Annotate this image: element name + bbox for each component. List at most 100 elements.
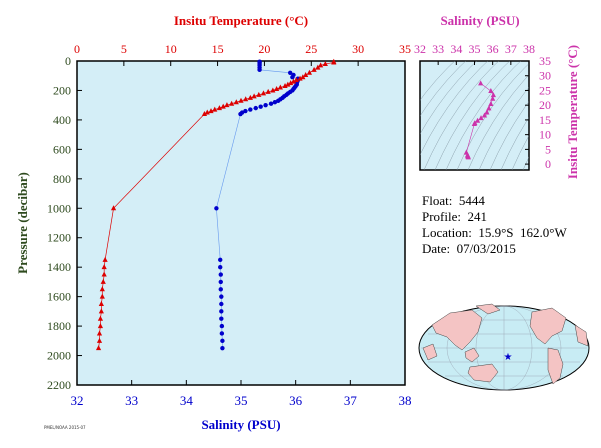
location-label: Location: [422,225,472,240]
salinity-point [243,108,248,114]
pressure-tick-label: 2000 [47,349,71,363]
temperature-point [306,69,313,75]
ts-temperature-tick-label: 35 [539,54,551,68]
salinity-axis-title: Salinity (PSU) [201,417,280,432]
temperature-point [97,323,104,329]
salinity-point [219,316,224,321]
salinity-point [258,104,263,109]
ts-temperature-tick-label: 30 [539,69,551,83]
density-contour [489,101,529,170]
ts-temperature-tick-label: 5 [545,142,551,156]
temperature-point [274,85,280,91]
info-location: Location: 15.9°S 162.0°W [422,225,567,241]
footer-credit: PMEL/NOAA 2015-07 [44,425,86,430]
salinity-point [218,257,223,263]
density-contour [423,61,499,170]
ts-temperature-tick-label: 20 [539,98,551,112]
temperature-point [318,62,324,68]
world-map: ★ [418,303,590,391]
pressure-tick-label: 400 [53,113,71,127]
temperature-point [98,308,104,314]
temperature-point [265,88,271,94]
salinity-point [218,279,223,285]
salinity-point [220,345,225,351]
temperature-tick-label: 35 [399,42,411,56]
temperature-point [277,84,283,90]
salinity-point [219,301,224,307]
date-label: Date: [422,241,451,256]
pressure-tick-label: 800 [53,172,71,186]
salinity-point [218,264,223,270]
info-profile: Profile: 241 [422,209,487,225]
temperature-point [297,75,303,81]
temperature-tick-label: 20 [258,42,270,56]
salinity-point [218,287,223,292]
ts-diagram-area [419,60,530,171]
salinity-point [219,323,225,329]
salinity-point [248,107,253,112]
ts-point [488,101,494,107]
ts-point [484,109,490,115]
temperature-point [331,59,337,65]
float-label: Float: [422,193,453,208]
temperature-point [243,96,249,102]
ts-point [486,105,492,111]
salinity-point [219,309,224,314]
density-contour [522,156,529,170]
temperature-point [260,90,267,96]
density-contour [445,61,521,170]
ts-point [474,117,481,123]
temperature-point [233,99,239,105]
salinity-point [263,102,268,108]
temperature-point [315,64,321,70]
float-value: 5444 [458,193,485,208]
map-graticule [421,305,587,391]
temperature-point [247,94,253,100]
ts-salinity-tick-label: 35 [469,42,481,56]
temperature-point [204,109,210,115]
temperature-point [110,205,117,211]
pressure-tick-label: 1600 [47,290,71,304]
salinity-point [272,100,278,105]
temperature-point [238,97,244,103]
salinity-point [214,206,219,211]
salinity-point [220,338,225,344]
density-contour [478,87,529,170]
pressure-tick-label: 200 [53,83,71,97]
density-contour [456,63,529,170]
density-contour [467,74,529,170]
density-contour [420,61,466,117]
ts-temperature-tick-label: 0 [545,157,551,171]
temperature-tick-label: 25 [305,42,317,56]
temperature-point [303,71,309,77]
temperature-point [293,77,299,83]
temperature-point [99,293,105,299]
temperature-point [100,278,106,284]
temperature-tick-label: 15 [212,42,224,56]
temperature-tick-label: 10 [165,42,177,56]
temperature-point [99,286,105,292]
temperature-point [208,108,214,114]
salinity-point [219,294,224,299]
ts-point [478,80,484,86]
info-date: Date: 07/03/2015 [422,241,516,257]
pressure-tick-label: 600 [53,142,71,156]
salinity-tick-label: 37 [344,393,358,408]
pressure-tick-label: 1800 [47,319,71,333]
temperature-point [256,91,262,97]
temperature-point [95,345,102,351]
ts-temperature-tick-label: 10 [539,128,551,142]
salinity-tick-label: 33 [125,393,138,408]
ts-point [471,121,477,127]
salinity-point [257,67,262,73]
temperature-point [98,301,104,306]
ts-temperature-axis-title: Insitu Temperature (°C) [565,45,580,179]
salinity-tick-label: 32 [71,393,84,408]
pressure-tick-label: 2200 [47,378,71,392]
salinity-point [238,111,243,117]
temperature-point [224,102,230,108]
profile-value: 241 [467,209,488,224]
temperature-point [288,80,294,86]
pressure-tick-label: 1200 [47,231,71,245]
